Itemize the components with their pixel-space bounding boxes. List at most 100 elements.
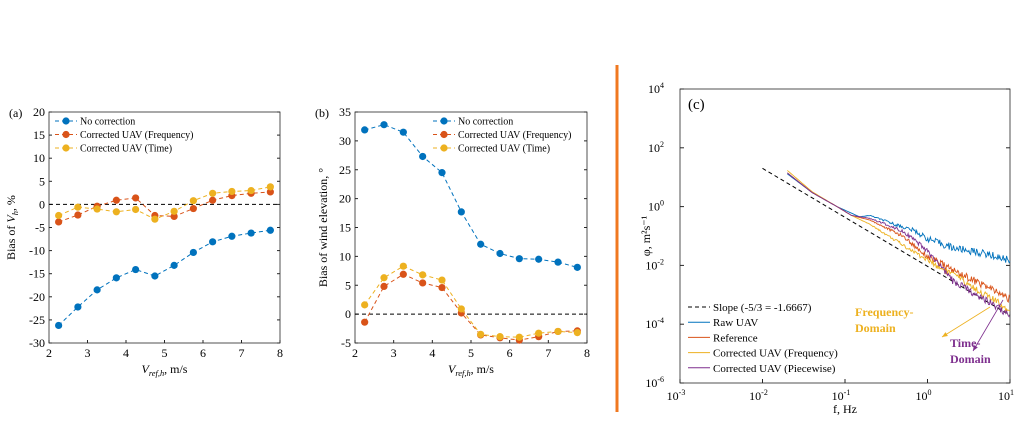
data-point: [189, 204, 197, 213]
annotation-text: Time-: [950, 336, 980, 350]
y-tick-label: 5: [345, 278, 351, 292]
data-point: [573, 329, 581, 337]
data-point: [74, 303, 82, 311]
tick-exponent: 0: [660, 199, 664, 208]
y-tick-label: 30: [339, 134, 351, 148]
axis-label-part: , m/s: [164, 362, 188, 376]
annotation-text: Frequency-: [855, 305, 913, 319]
legend-marker: [62, 117, 70, 125]
tick-exponent: -2: [657, 257, 664, 266]
data-point: [515, 255, 523, 263]
spectrum-line-4: [787, 172, 1011, 318]
x-tick-label: 100: [916, 388, 932, 403]
data-point: [170, 212, 178, 221]
y-tick-label: 5: [39, 174, 45, 188]
data-point: [247, 186, 255, 195]
data-point: [438, 169, 446, 177]
data-point: [209, 196, 217, 204]
data-point: [496, 249, 504, 258]
x-tick-label: 10-3: [667, 388, 686, 403]
data-point: [93, 205, 101, 213]
y-tick-label: 20: [339, 192, 351, 206]
data-point: [266, 226, 274, 234]
data-point: [112, 208, 120, 216]
axis-label-part: V: [4, 214, 18, 223]
y-tick-label: 25: [339, 163, 351, 177]
data-point: [496, 333, 504, 341]
x-tick-label: 6: [507, 346, 513, 360]
y-tick-label: 10-4: [645, 316, 664, 331]
data-point: [55, 211, 63, 220]
plot-area: [679, 88, 1011, 384]
y-tick-label: 10-2: [645, 257, 664, 272]
data-point: [399, 270, 407, 278]
data-point: [438, 276, 446, 284]
data-point: [361, 301, 369, 309]
y-tick-label: -30: [29, 336, 45, 350]
y-tick-label: 10-6: [645, 375, 664, 390]
y-tick-label: 15: [339, 221, 351, 235]
plot-area: [354, 111, 588, 344]
data-point: [74, 203, 82, 211]
data-point: [93, 286, 101, 294]
panel-label: (b): [315, 106, 329, 120]
data-point: [151, 215, 159, 223]
data-point: [170, 207, 178, 215]
data-point: [132, 194, 140, 202]
data-point: [419, 271, 427, 279]
data-point: [399, 128, 407, 136]
legend-marker: [440, 144, 448, 152]
data-point: [419, 279, 427, 287]
data-point: [132, 265, 140, 274]
x-tick-label: 4: [429, 346, 435, 360]
data-point: [380, 274, 388, 282]
legend-entry: Raw UAV: [713, 317, 758, 329]
x-tick-label: 101: [998, 388, 1014, 403]
tick-exponent: 4: [660, 81, 664, 90]
data-point: [380, 282, 388, 291]
axis-label: Vref,h, m/s: [142, 362, 188, 378]
data-point: [399, 262, 407, 270]
legend-entry: Corrected UAV (Time): [80, 144, 172, 155]
annotation-arrow: [972, 299, 1004, 352]
x-tick-label: 8: [584, 346, 590, 360]
y-tick-label: 100: [648, 199, 664, 214]
data-point: [361, 126, 369, 134]
tick-exponent: -2: [761, 388, 768, 397]
tick-exponent: 1: [1010, 388, 1014, 397]
data-point: [228, 187, 236, 196]
x-tick-label: 10-2: [749, 388, 768, 403]
panel-a: 2 3 4 5 6 7 8 -30 -25 -20 -15 -10 -5 0 5 10 15 20 (a) Vref,…: [4, 105, 283, 378]
tick-exponent: -3: [679, 388, 686, 397]
y-tick-label: 20: [33, 105, 45, 119]
legend-marker: [440, 117, 448, 125]
legend-entry: Reference: [713, 332, 758, 344]
panel-label: (c): [688, 97, 705, 113]
legend-marker: [440, 130, 448, 139]
x-tick-label: 7: [545, 346, 551, 360]
data-point: [112, 274, 120, 282]
arrowhead-icon: [942, 332, 948, 337]
axis-label-part: , %: [4, 195, 18, 211]
data-point: [151, 272, 159, 280]
annotation-arrow: [941, 306, 991, 338]
data-point: [228, 232, 236, 240]
x-tick-label: 5: [162, 346, 168, 360]
y-tick-label: 0: [39, 197, 45, 211]
x-tick-label: 4: [123, 346, 129, 360]
axis-label-part: V: [142, 362, 151, 376]
tick-exponent: 2: [660, 140, 664, 149]
tick-exponent: -1: [844, 388, 851, 397]
axis-label-part: V: [448, 362, 457, 376]
annotation-text: Domain: [855, 321, 896, 335]
legend-marker: [62, 130, 70, 139]
data-point: [535, 255, 543, 263]
panel-label: (a): [9, 106, 22, 120]
axis-label-part: ref,h: [149, 369, 164, 378]
legend-entry: Corrected UAV (Piecewise): [713, 363, 836, 375]
data-point: [209, 238, 217, 246]
x-tick-label: 6: [200, 346, 206, 360]
legend-entry: Corrected UAV (Frequency): [713, 348, 838, 360]
y-tick-label: -25: [29, 313, 45, 327]
